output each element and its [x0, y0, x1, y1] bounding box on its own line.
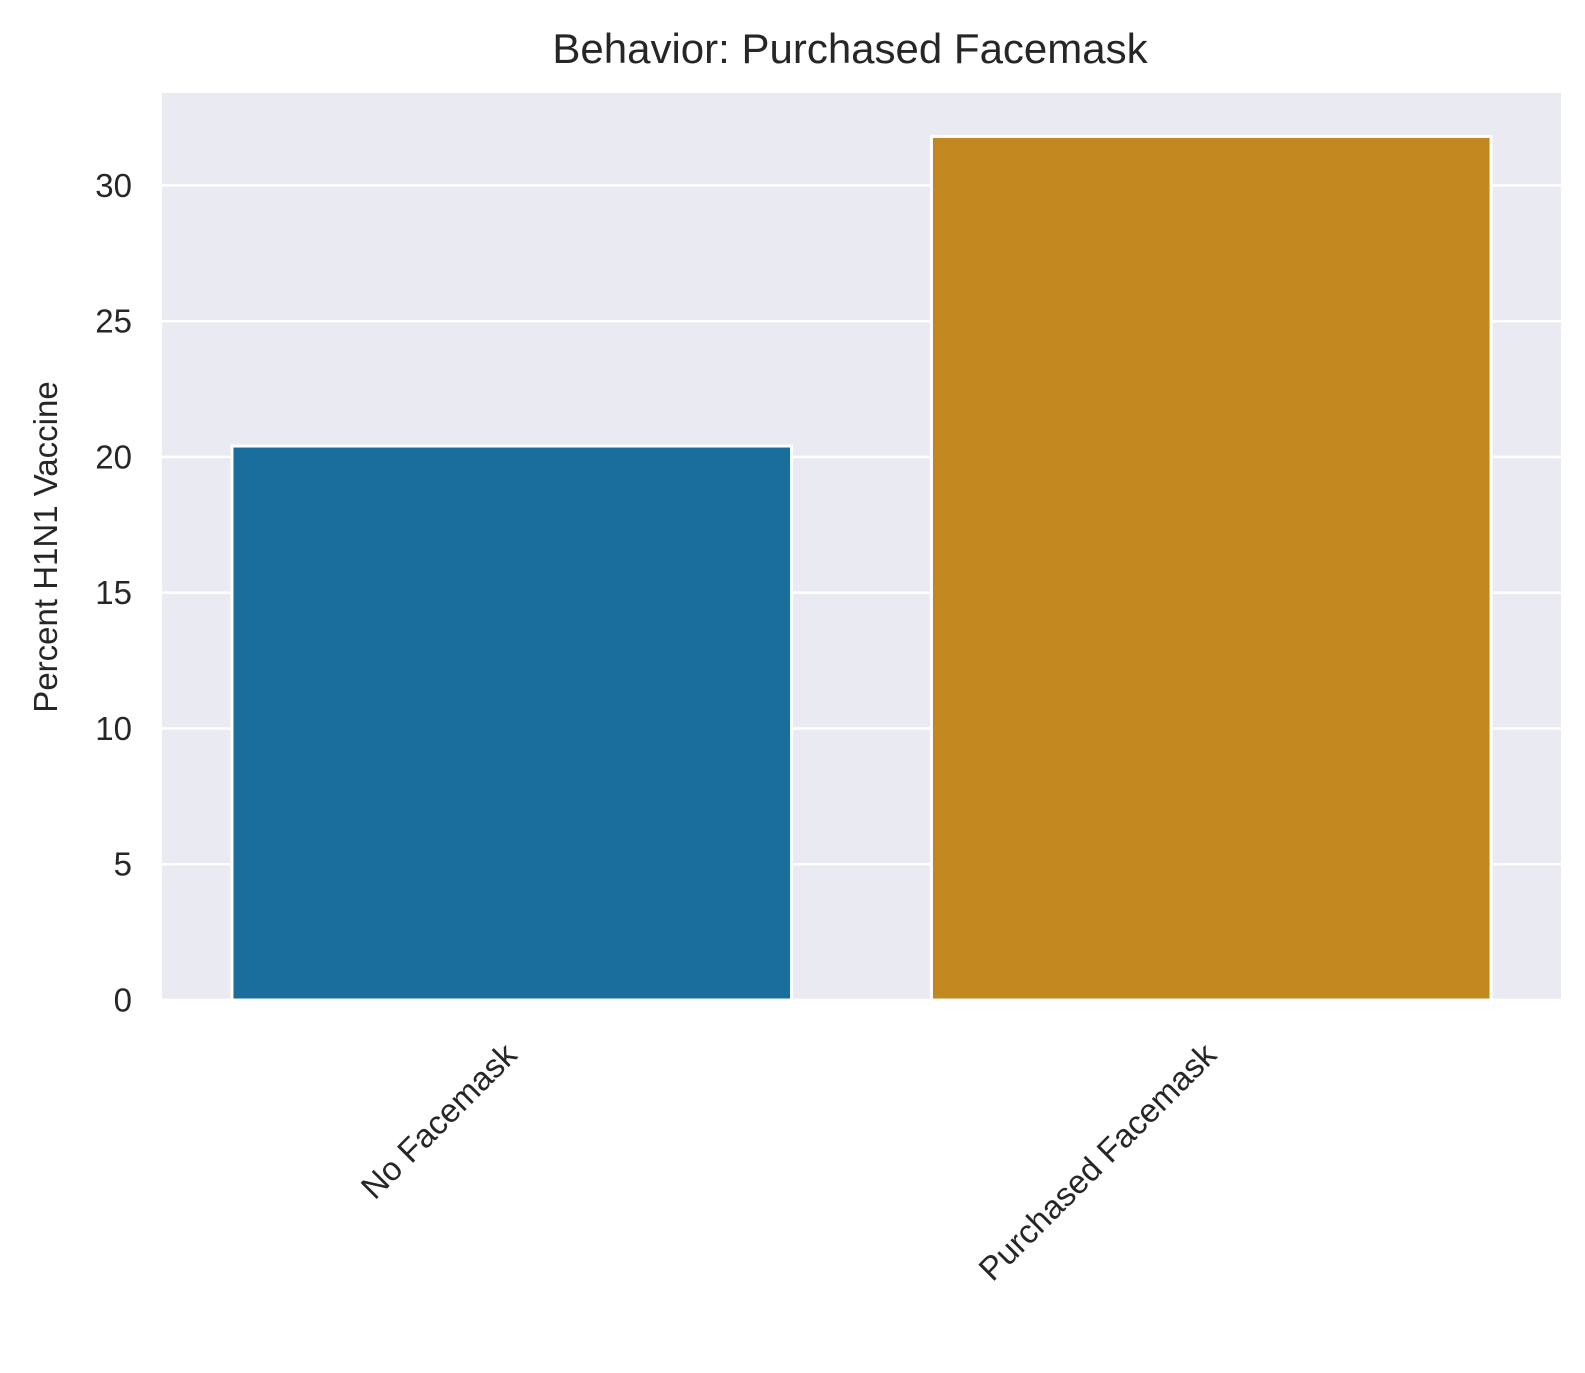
y-tick-labels: 0 5 10 15 20 25 30	[95, 167, 132, 1019]
y-tick-label: 20	[95, 438, 132, 475]
x-tick-label: Purchased Facemask	[971, 1035, 1223, 1287]
bars	[230, 134, 1493, 1002]
y-tick-label: 0	[114, 982, 132, 1019]
y-tick-label: 10	[95, 710, 132, 747]
y-axis-label: Percent H1N1 Vaccine	[27, 381, 64, 712]
bar-no-facemask	[230, 444, 794, 1002]
x-tick-label: No Facemask	[354, 1035, 524, 1205]
y-tick-label: 15	[95, 574, 132, 611]
y-tick-label: 30	[95, 167, 132, 204]
x-tick-labels: No Facemask Purchased Facemask	[354, 1035, 1224, 1287]
y-tick-label: 25	[95, 303, 132, 340]
y-tick-label: 5	[114, 846, 132, 883]
bar-purchased-facemask	[929, 134, 1493, 1002]
chart-title: Behavior: Purchased Facemask	[552, 25, 1148, 72]
